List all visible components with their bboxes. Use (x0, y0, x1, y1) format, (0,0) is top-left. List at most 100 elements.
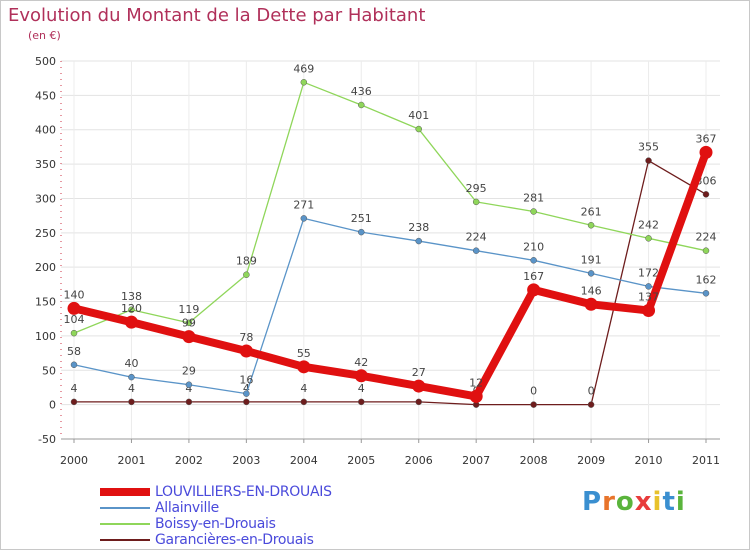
data-label-allainville: 16 (239, 374, 253, 387)
data-label-garanci-res-en-drouais: 4 (128, 382, 135, 395)
data-point-allainville (645, 283, 652, 290)
data-point-garanci-res-en-drouais (128, 398, 135, 406)
data-label-allainville: 251 (351, 212, 372, 225)
data-point-louvilliers-en-drouais (584, 297, 598, 311)
data-label-allainville: 29 (182, 365, 196, 378)
data-label-boissy-en-drouais: 281 (523, 192, 544, 205)
data-point-louvilliers-en-drouais (297, 360, 311, 374)
x-tick-label: 2009 (577, 454, 605, 467)
data-label-boissy-en-drouais: 119 (178, 303, 199, 316)
data-point-garanci-res-en-drouais (530, 401, 537, 408)
data-label-boissy-en-drouais: 295 (466, 182, 487, 195)
data-label-garanci-res-en-drouais: 0 (530, 385, 537, 398)
data-point-allainville (472, 247, 480, 254)
data-point-louvilliers-en-drouais (354, 369, 368, 383)
x-tick-label: 2011 (692, 454, 720, 467)
data-point-boissy-en-drouais (415, 125, 422, 133)
data-point-allainville (415, 237, 422, 245)
data-point-allainville (185, 381, 193, 388)
data-label-louvilliers-en-drouais: 367 (696, 132, 717, 145)
data-label-allainville: 58 (67, 345, 81, 358)
data-point-allainville (530, 257, 537, 264)
data-label-allainville: 191 (581, 253, 602, 266)
data-label-garanci-res-en-drouais: 4 (358, 382, 365, 395)
data-point-allainville (702, 290, 710, 297)
data-label-garanci-res-en-drouais: 4 (243, 382, 250, 395)
data-label-louvilliers-en-drouais: 137 (638, 290, 659, 303)
series-line-boissy-en-drouais (73, 81, 707, 334)
y-tick-label: 200 (35, 261, 56, 274)
legend-label-louvilliers: LOUVILLIERS-EN-DROUAIS (155, 484, 332, 500)
legend-swatch-garancieres (100, 539, 150, 541)
legend-label-allainville: Allainville (155, 500, 219, 516)
data-label-boissy-en-drouais: 242 (638, 218, 659, 231)
data-label-allainville: 172 (638, 266, 659, 279)
data-point-louvilliers-en-drouais (699, 145, 713, 159)
data-label-garanci-res-en-drouais: 0 (588, 385, 595, 398)
data-label-louvilliers-en-drouais: 120 (121, 302, 142, 315)
y-tick-label: 100 (35, 330, 56, 343)
x-tick-label: 2007 (462, 454, 490, 467)
data-point-garanci-res-en-drouais (645, 157, 652, 164)
data-point-louvilliers-en-drouais (239, 344, 253, 358)
logo-letter: t (662, 487, 676, 517)
data-label-boissy-en-drouais: 138 (121, 290, 142, 303)
data-point-boissy-en-drouais (300, 79, 308, 86)
x-tick-label: 2001 (117, 454, 145, 467)
legend-swatch-louvilliers (100, 488, 150, 496)
data-point-garanci-res-en-drouais (415, 398, 422, 406)
data-label-garanci-res-en-drouais: 4 (300, 382, 307, 395)
chart-subtitle: (en €) (28, 29, 61, 42)
y-tick-label: -50 (38, 433, 56, 446)
data-point-garanci-res-en-drouais (358, 398, 365, 406)
chart-title: Evolution du Montant de la Dette par Hab… (8, 5, 426, 26)
data-point-boissy-en-drouais (587, 222, 595, 229)
data-label-boissy-en-drouais: 261 (581, 205, 602, 218)
logo-letter: o (615, 487, 635, 517)
data-label-allainville: 40 (124, 357, 138, 370)
legend-swatch-allainville (100, 507, 150, 509)
data-label-garanci-res-en-drouais: 4 (185, 382, 192, 395)
y-tick-label: 250 (35, 227, 56, 240)
y-tick-label: 500 (35, 55, 56, 68)
legend-label-garancieres: Garancières-en-Drouais (155, 532, 314, 548)
data-point-boissy-en-drouais (70, 329, 78, 337)
x-tick-label: 2010 (635, 454, 663, 467)
data-label-louvilliers-en-drouais: 78 (239, 331, 253, 344)
legend-label-boissy: Boissy-en-Drouais (155, 516, 276, 532)
data-point-garanci-res-en-drouais (243, 398, 250, 406)
data-label-boissy-en-drouais: 401 (408, 109, 429, 122)
data-label-louvilliers-en-drouais: 12 (469, 376, 483, 389)
data-label-garanci-res-en-drouais: 4 (71, 382, 78, 395)
data-point-louvilliers-en-drouais (527, 283, 541, 297)
data-label-louvilliers-en-drouais: 99 (182, 317, 196, 330)
y-tick-label: 400 (35, 124, 56, 137)
logo-letter: P (582, 487, 603, 517)
data-label-boissy-en-drouais: 224 (696, 231, 717, 244)
data-label-louvilliers-en-drouais: 55 (297, 347, 311, 360)
data-point-allainville (70, 361, 78, 369)
data-point-boissy-en-drouais (358, 101, 365, 109)
data-label-garanci-res-en-drouais: 355 (638, 141, 659, 154)
y-tick-label: 50 (42, 364, 56, 377)
data-label-louvilliers-en-drouais: 167 (523, 270, 544, 283)
y-tick-label: 0 (49, 399, 56, 412)
x-tick-label: 2003 (232, 454, 260, 467)
logo-letter: x (634, 487, 653, 517)
data-point-allainville (300, 215, 308, 222)
logo-letter: i (675, 487, 686, 517)
data-label-boissy-en-drouais: 104 (64, 313, 85, 326)
data-point-boissy-en-drouais (530, 208, 537, 215)
data-point-garanci-res-en-drouais (70, 398, 78, 406)
data-label-boissy-en-drouais: 469 (293, 62, 314, 75)
data-point-allainville (587, 270, 595, 277)
series-line-allainville (73, 217, 707, 395)
data-point-boissy-en-drouais (472, 198, 480, 206)
x-tick-label: 2008 (520, 454, 548, 467)
data-point-allainville (243, 390, 250, 397)
data-label-allainville: 162 (696, 273, 717, 286)
data-point-allainville (358, 228, 365, 236)
data-point-boissy-en-drouais (645, 235, 652, 242)
